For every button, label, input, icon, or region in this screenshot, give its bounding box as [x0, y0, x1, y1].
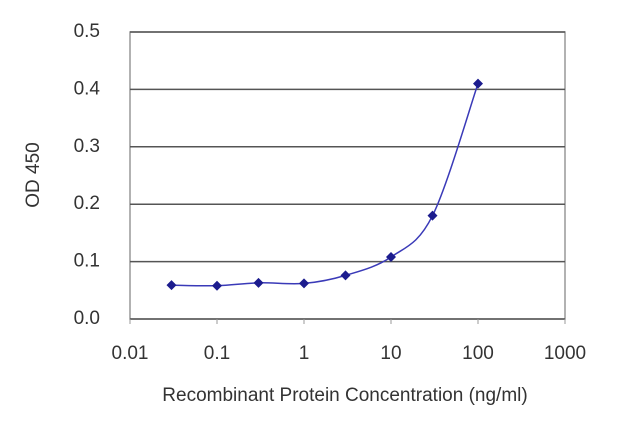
data-point: [340, 270, 351, 281]
y-tick-label: 0.5: [74, 21, 100, 42]
x-tick-label: 100: [462, 343, 494, 364]
series-line: [171, 83, 479, 287]
data-point: [427, 210, 438, 221]
plot-area: [129, 31, 566, 320]
y-tick-label: 0.3: [74, 136, 100, 157]
data-point: [166, 280, 177, 291]
x-tick-label: 1000: [544, 343, 586, 364]
x-axis-label: Recombinant Protein Concentration (ng/ml…: [162, 385, 527, 406]
y-tick-label: 0.2: [74, 193, 100, 214]
x-tick-label: 10: [380, 343, 401, 364]
y-tick-label: 0.1: [74, 251, 100, 272]
data-point: [253, 277, 264, 288]
data-point: [299, 278, 309, 289]
y-tick-label: 0.4: [74, 78, 101, 99]
y-tick-label: 0.0: [74, 308, 100, 329]
x-tick-label: 0.01: [112, 343, 149, 364]
data-point: [473, 78, 483, 89]
y-axis-label: OD 450: [23, 142, 44, 207]
data-point: [212, 280, 222, 291]
data-point: [386, 252, 396, 263]
x-tick-label: 1: [299, 343, 310, 364]
x-tick-label: 0.1: [204, 343, 230, 364]
